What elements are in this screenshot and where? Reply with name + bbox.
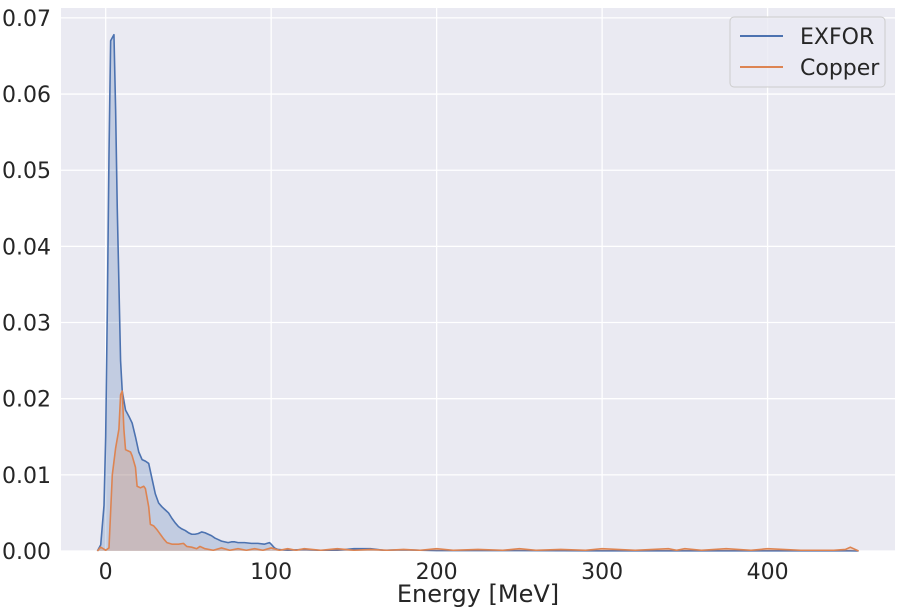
x-axis-label: Energy [MeV] bbox=[397, 580, 559, 608]
x-tick-label: 400 bbox=[747, 560, 789, 585]
legend-label-copper: Copper bbox=[800, 56, 880, 81]
x-tick-label: 300 bbox=[581, 560, 623, 585]
series-line-copper bbox=[96, 390, 859, 552]
x-tick-label: 200 bbox=[416, 560, 458, 585]
y-tick-label: 0.01 bbox=[2, 464, 51, 489]
y-tick-label: 0.07 bbox=[2, 7, 51, 32]
y-tick-label: 0.02 bbox=[2, 388, 51, 413]
series-layer bbox=[96, 33, 859, 552]
x-tick-label: 0 bbox=[99, 560, 113, 585]
y-tick-label: 0.00 bbox=[2, 540, 51, 565]
legend-label-exfor: EXFOR bbox=[800, 25, 874, 50]
legend: EXFOR Copper bbox=[729, 16, 886, 88]
y-axis: 0.00 0.01 0.02 0.03 0.04 0.05 0.06 0.07 bbox=[2, 7, 51, 565]
y-tick-label: 0.05 bbox=[2, 159, 51, 184]
y-tick-label: 0.04 bbox=[2, 235, 51, 260]
y-tick-label: 0.06 bbox=[2, 83, 51, 108]
legend-box bbox=[729, 16, 886, 88]
x-axis: 0 100 200 300 400 bbox=[99, 560, 789, 585]
series-line-exfor bbox=[96, 33, 859, 552]
x-tick-label: 100 bbox=[250, 560, 292, 585]
plot-background bbox=[61, 8, 895, 551]
y-tick-label: 0.03 bbox=[2, 312, 51, 337]
